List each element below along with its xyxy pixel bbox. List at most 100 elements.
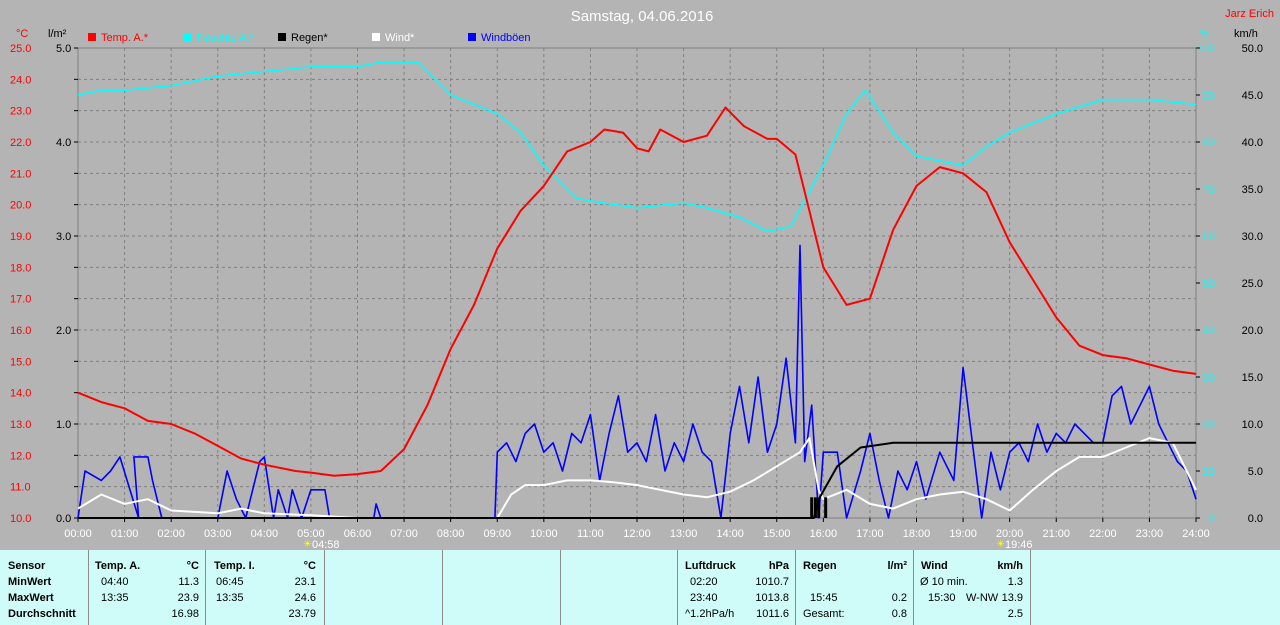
sensor-row-avg: Durchschnitt: [8, 608, 76, 620]
hum-tick: 0: [1209, 513, 1215, 525]
wind-unit: km/h: [997, 560, 1023, 572]
chart-grid: [77, 47, 1197, 519]
temp-tick: 15.0: [10, 356, 31, 368]
x-tick: 08:00: [437, 528, 465, 540]
temp-a-min-val: 11.3: [178, 576, 199, 588]
rain-unit: l/m²: [887, 560, 907, 572]
legend-label-3: Wind*: [385, 32, 415, 44]
temp-i-header: Temp. I.: [214, 560, 255, 572]
pressure-max-val: 1013.8: [755, 592, 789, 604]
col-rain: Regen l/m² 15:45 0.2 Gesamt: 0.8: [795, 550, 913, 625]
hum-tick: 30: [1203, 372, 1215, 384]
pressure-min-time: 02:20: [690, 576, 718, 588]
x-tick: 15:00: [763, 528, 791, 540]
wind-avg-val: 1.3: [1007, 576, 1023, 588]
x-tick: 13:00: [670, 528, 698, 540]
legend-label-0: Temp. A.*: [101, 32, 149, 44]
wind-tick: 0.0: [1248, 513, 1263, 525]
wind-tick: 35.0: [1242, 184, 1263, 196]
x-tick: 09:00: [483, 528, 511, 540]
wind-tick: 50.0: [1242, 43, 1263, 55]
temp-a-min-time: 04:40: [101, 576, 129, 588]
sunrise-icon: ☀: [303, 539, 312, 550]
temp-tick: 22.0: [10, 137, 31, 149]
wind-tick: 45.0: [1242, 90, 1263, 102]
temp-tick: 18.0: [10, 262, 31, 274]
pressure-avg: 1011.6: [756, 608, 789, 620]
wind-avg-label: Ø 10 min.: [920, 576, 968, 588]
wind-tick: 25.0: [1242, 278, 1263, 290]
temp-unit-label: °C: [16, 28, 28, 40]
statistics-table: Sensor MinWert MaxWert Durchschnitt Temp…: [0, 550, 1280, 625]
col-wind: Wind km/h Ø 10 min. 1.3 15:30 W-NW 13.9 …: [913, 550, 1030, 625]
rain-header: Regen: [803, 560, 837, 572]
col-temp-i: Temp. I. °C 06:45 23.1 13:35 24.6 23.79: [205, 550, 324, 625]
wind-max-val: 13.9: [1001, 592, 1023, 604]
x-tick: 21:00: [1042, 528, 1070, 540]
series-wind: [77, 437, 1197, 519]
hum-unit-label: %: [1199, 28, 1209, 40]
legend-label-1: Feuchte A.*: [197, 32, 255, 44]
temp-i-min-time: 06:45: [216, 576, 244, 588]
temp-i-min-val: 23.1: [294, 576, 316, 588]
temp-tick: 12.0: [10, 450, 31, 462]
rain-bar: [824, 497, 828, 518]
sensor-row-max: MaxWert: [8, 592, 54, 604]
x-tick: 07:00: [390, 528, 418, 540]
x-tick: 17:00: [856, 528, 884, 540]
col-empty-3: [560, 550, 677, 625]
rain-bar: [810, 497, 814, 518]
rain-unit-label: l/m²: [48, 28, 67, 40]
chart-axes: 10.0 11.0 12.0 13.0 14.0 15.0 16.0 17.0 18.0 19.0…: [10, 43, 1263, 540]
wind-tick: 20.0: [1242, 325, 1263, 337]
temp-tick: 10.0: [10, 513, 31, 525]
wind-tick: 15.0: [1242, 372, 1263, 384]
chart-author: Jarz Erich: [1225, 8, 1274, 20]
temp-tick: 20.0: [10, 200, 31, 212]
rain-tick: 4.0: [56, 137, 71, 149]
x-tick: 16:00: [810, 528, 838, 540]
col-temp-a: Temp. A. °C 04:40 11.3 13:35 23.9 16.98: [88, 550, 205, 625]
temp-a-header: Temp. A.: [95, 560, 141, 572]
hum-tick: 60: [1203, 231, 1215, 243]
sunset-time: 19:46: [1005, 539, 1033, 550]
rain-bar: [817, 499, 821, 518]
hum-tick: 20: [1203, 419, 1215, 431]
pressure-trend: ^1.2hPa/h: [685, 608, 735, 620]
x-tick: 19:00: [949, 528, 977, 540]
x-tick: 18:00: [903, 528, 931, 540]
rain-bar: [813, 497, 817, 518]
x-tick: 11:00: [577, 528, 604, 540]
sunset-icon: ☀: [996, 539, 1005, 550]
temp-a-avg: 16.98: [171, 608, 199, 620]
x-tick: 20:00: [996, 528, 1024, 540]
temp-tick: 14.0: [10, 388, 31, 400]
x-tick: 22:00: [1089, 528, 1117, 540]
temp-a-max-time: 13:35: [101, 592, 129, 604]
sun-markers: ☀ 04:58 ☀ 19:46: [303, 539, 1033, 550]
legend-swatch-4: [468, 33, 476, 41]
x-tick: 03:00: [204, 528, 232, 540]
wind-day-avg: 2.5: [1007, 608, 1023, 620]
wind-tick: 40.0: [1242, 137, 1263, 149]
chart-title: Samstag, 04.06.2016: [571, 8, 714, 25]
col-empty-4: [1030, 550, 1280, 625]
pressure-header: Luftdruck: [685, 560, 736, 572]
hum-tick: 90: [1203, 90, 1215, 102]
x-tick: 10:00: [530, 528, 558, 540]
temp-tick: 21.0: [10, 168, 31, 180]
legend-swatch-0: [88, 33, 96, 41]
temp-i-max-time: 13:35: [216, 592, 244, 604]
hum-tick: 100: [1197, 43, 1215, 55]
x-tick: 23:00: [1136, 528, 1164, 540]
pressure-max-time: 23:40: [690, 592, 718, 604]
temp-tick: 17.0: [10, 294, 31, 306]
temp-tick: 16.0: [10, 325, 31, 337]
hum-tick: 10: [1203, 466, 1215, 478]
rain-tick: 5.0: [56, 43, 71, 55]
x-tick: 00:00: [64, 528, 92, 540]
chart-legend: Temp. A.* Feuchte A.* Regen* Wind* Windböen: [88, 32, 531, 44]
x-tick: 01:00: [111, 528, 139, 540]
rain-total: 0.8: [891, 608, 907, 620]
hum-tick: 80: [1203, 137, 1215, 149]
